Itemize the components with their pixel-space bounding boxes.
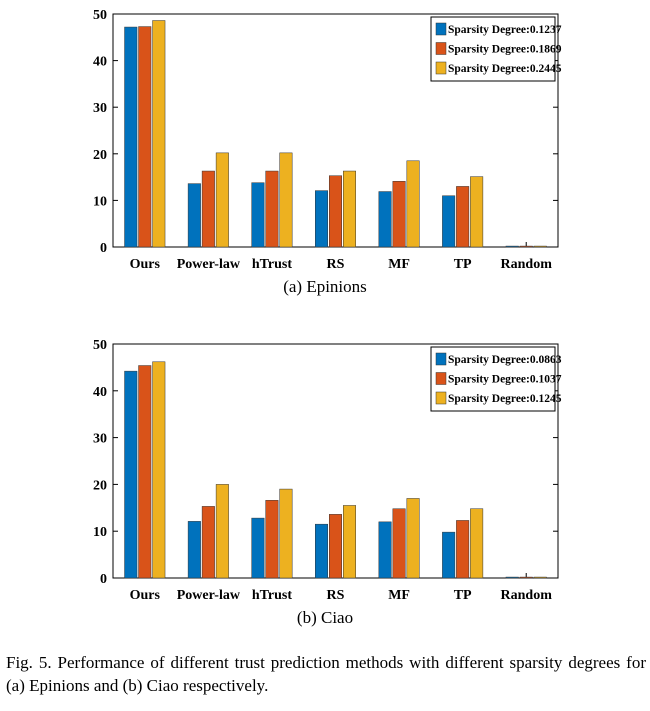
legend-label: Sparsity Degree:0.2445 bbox=[448, 63, 562, 75]
x-tick-label: Ours bbox=[130, 588, 161, 603]
bar bbox=[329, 175, 342, 248]
bar bbox=[124, 26, 138, 248]
y-tick-label: 20 bbox=[93, 478, 107, 493]
bar bbox=[456, 520, 470, 579]
bar bbox=[315, 523, 328, 579]
x-tick-label: Power-law bbox=[177, 588, 241, 603]
bar bbox=[138, 365, 152, 579]
bar bbox=[442, 531, 456, 579]
legend-label: Sparsity Degree:0.1237 bbox=[448, 24, 562, 36]
bar bbox=[533, 245, 547, 248]
legend-box bbox=[430, 16, 556, 82]
bar bbox=[215, 484, 229, 579]
bar bbox=[187, 183, 201, 248]
bar bbox=[470, 176, 484, 248]
bar bbox=[470, 508, 484, 579]
legend-label: Sparsity Degree:0.1245 bbox=[448, 393, 562, 405]
legend-label: Sparsity Degree:0.0863 bbox=[448, 354, 562, 366]
bar bbox=[378, 521, 392, 579]
bar bbox=[124, 370, 138, 579]
x-tick-label: Random bbox=[501, 588, 553, 603]
bar bbox=[251, 517, 265, 579]
bar bbox=[215, 152, 229, 248]
bar bbox=[406, 498, 420, 579]
x-tick-label: Power-law bbox=[177, 257, 241, 272]
x-tick-label: MF bbox=[388, 588, 410, 603]
x-tick-label: Random bbox=[501, 257, 553, 272]
y-tick-label: 10 bbox=[93, 525, 107, 540]
x-tick-label: RS bbox=[327, 588, 345, 603]
bar bbox=[152, 361, 166, 579]
bar bbox=[251, 182, 265, 248]
legend-swatch bbox=[435, 42, 447, 55]
x-tick-label: Ours bbox=[130, 257, 161, 272]
bar bbox=[533, 576, 547, 579]
bar bbox=[343, 505, 356, 579]
y-tick-label: 0 bbox=[100, 241, 107, 256]
legend-swatch bbox=[435, 22, 447, 36]
legend-box bbox=[430, 346, 556, 412]
bar bbox=[265, 500, 279, 579]
bar bbox=[279, 152, 293, 248]
bar bbox=[392, 508, 406, 579]
legend-swatch bbox=[435, 61, 447, 75]
bar bbox=[343, 170, 356, 248]
bar bbox=[406, 160, 420, 248]
bar bbox=[138, 26, 152, 248]
legend-swatch bbox=[435, 391, 447, 405]
bar bbox=[265, 170, 279, 248]
y-tick-label: 50 bbox=[93, 338, 107, 353]
y-tick-label: 0 bbox=[100, 572, 107, 587]
x-tick-label: hTrust bbox=[252, 257, 293, 272]
figure-caption: Fig. 5. Performance of different trust p… bbox=[6, 653, 646, 695]
bar bbox=[378, 191, 392, 248]
x-tick-label: RS bbox=[327, 257, 345, 272]
x-tick-label: hTrust bbox=[252, 588, 293, 603]
x-tick-label: TP bbox=[454, 588, 472, 603]
legend-swatch bbox=[435, 352, 447, 366]
legend-swatch bbox=[435, 372, 447, 385]
bar bbox=[329, 514, 342, 579]
y-tick-label: 40 bbox=[93, 385, 107, 400]
bar bbox=[442, 195, 456, 248]
bar bbox=[519, 576, 533, 579]
bar bbox=[201, 170, 215, 248]
legend-label: Sparsity Degree:0.1869 bbox=[448, 44, 562, 56]
y-tick-label: 10 bbox=[93, 194, 107, 209]
y-tick-label: 50 bbox=[93, 8, 107, 23]
bar bbox=[187, 521, 201, 579]
x-tick-label: TP bbox=[454, 257, 472, 272]
legend-label: Sparsity Degree:0.1037 bbox=[448, 374, 562, 386]
y-tick-label: 30 bbox=[93, 432, 107, 447]
bar bbox=[152, 20, 166, 248]
bar bbox=[315, 190, 328, 248]
bar bbox=[505, 576, 519, 579]
y-tick-label: 20 bbox=[93, 148, 107, 163]
bar bbox=[201, 506, 215, 579]
bar bbox=[279, 488, 293, 579]
subcaption-epinions: (a) Epinions bbox=[283, 277, 367, 296]
y-tick-label: 40 bbox=[93, 55, 107, 70]
bar bbox=[519, 245, 533, 248]
bar bbox=[456, 186, 470, 248]
bar bbox=[392, 181, 406, 248]
y-tick-label: 30 bbox=[93, 101, 107, 116]
bar bbox=[505, 245, 519, 248]
subcaption-ciao: (b) Ciao bbox=[296, 608, 354, 627]
x-tick-label: MF bbox=[388, 257, 410, 272]
